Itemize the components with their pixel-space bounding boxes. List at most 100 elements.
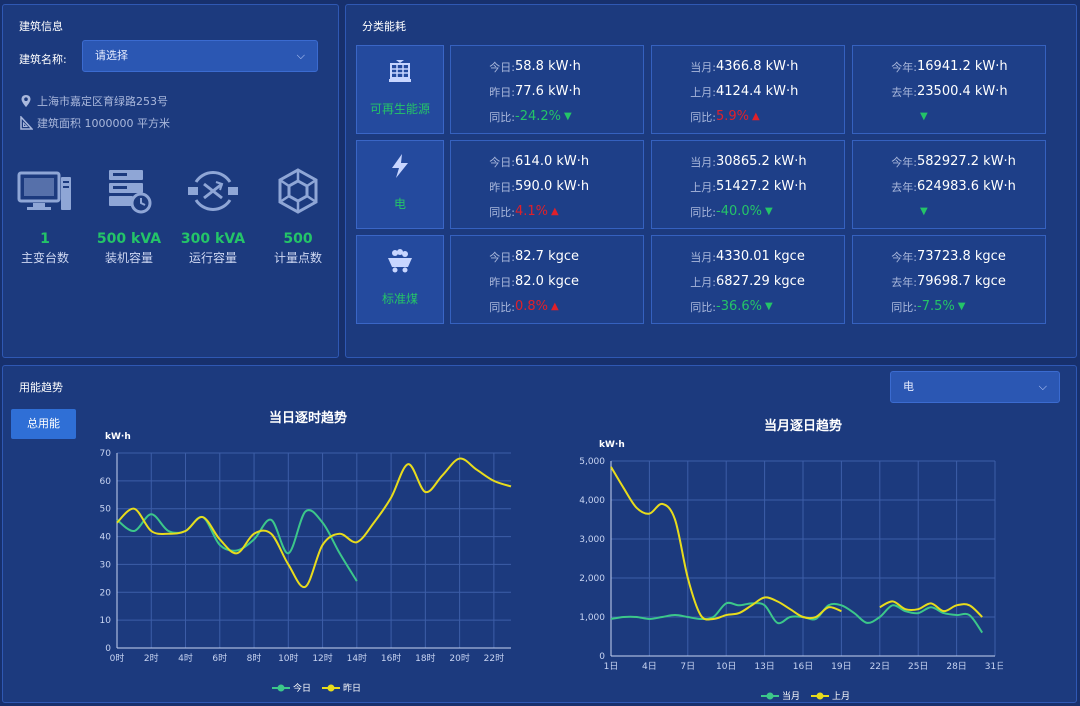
y-tick-label: 10	[100, 616, 112, 626]
legend-item[interactable]: 上月	[811, 691, 850, 702]
previous-label: 去年:	[891, 180, 917, 194]
daily-chart-title: 当月逐日趋势	[764, 419, 843, 434]
category-lightning[interactable]: 电	[356, 140, 444, 229]
hourly-chart-title: 当日逐时趋势	[269, 411, 348, 426]
arrow-up-icon: ▲	[551, 206, 559, 217]
yoy-label: 同比:	[690, 205, 716, 219]
y-tick-label: 2,000	[579, 574, 605, 584]
x-tick-label: 18时	[415, 652, 435, 664]
exchange-icon	[188, 171, 238, 211]
legend-label: 今日	[293, 682, 311, 694]
stat-value: 500	[283, 231, 313, 247]
current-value: 4330.01 kgce	[716, 249, 805, 264]
building-area: 建筑面积 1000000 平方米	[37, 117, 170, 130]
total-energy-button[interactable]: 总用能	[11, 409, 76, 439]
energy-type-select-value: 电	[903, 380, 914, 393]
x-tick-label: 1日	[604, 661, 619, 672]
stat-label: 主变台数	[20, 251, 69, 265]
previous-value: 624983.6 kW·h	[917, 179, 1016, 194]
y-tick-label: 20	[100, 588, 112, 598]
category-solar[interactable]: 可再生能源	[356, 45, 444, 134]
x-tick-label: 13日	[754, 661, 774, 672]
category-name: 标准煤	[381, 292, 418, 306]
x-tick-label: 4日	[642, 661, 657, 672]
stat-value: 1	[40, 231, 50, 247]
stat-transformers: 1 主变台数	[5, 165, 85, 266]
current-label: 今年:	[891, 155, 917, 169]
yoy-label: 同比:	[489, 205, 515, 219]
year-consumption-box: 今年: 582927.2 kW·h 去年: 624983.6 kW·h ▼	[852, 140, 1046, 229]
category-name: 电	[393, 197, 406, 211]
solar-icon	[389, 60, 411, 82]
arrow-down-icon: ▼	[920, 111, 928, 122]
legend-label: 上月	[832, 691, 850, 702]
ruler-icon	[20, 116, 33, 130]
current-label: 今日:	[489, 250, 515, 264]
yoy-value: 5.9%	[716, 109, 750, 124]
category-coal-cart[interactable]: 标准煤	[356, 235, 444, 324]
yoy-row: 同比: -36.6% ▼	[652, 294, 844, 319]
current-row: 今年: 582927.2 kW·h	[853, 149, 1045, 174]
stat-value: 300 kVA	[180, 231, 246, 247]
energy-type-select[interactable]: 电 ⌵	[890, 371, 1060, 403]
current-label: 今日:	[489, 60, 515, 74]
yoy-label: 同比:	[690, 300, 716, 314]
yoy-label: 同比:	[891, 300, 917, 314]
current-value: 4366.8 kW·h	[716, 59, 799, 74]
current-row: 今年: 73723.8 kgce	[853, 244, 1045, 269]
current-row: 今日: 614.0 kW·h	[451, 149, 643, 174]
series-line-current	[610, 601, 984, 634]
building-select[interactable]: 请选择 ⌵	[82, 40, 318, 72]
location-pin-icon	[21, 95, 31, 107]
energy-category-title: 分类能耗	[362, 20, 406, 33]
y-tick-label: 4,000	[579, 496, 605, 506]
x-tick-label: 22时	[484, 652, 504, 664]
current-row: 今日: 82.7 kgce	[451, 244, 643, 269]
legend-item[interactable]: 今日	[272, 682, 311, 694]
building-info-panel: 建筑信息 建筑名称: 请选择 ⌵ 上海市嘉定区育绿路253号 建筑面积 1000…	[2, 4, 339, 358]
energy-trend-title: 用能趋势	[19, 381, 63, 394]
previous-row: 上月: 4124.4 kW·h	[652, 79, 844, 104]
previous-value: 590.0 kW·h	[515, 179, 590, 194]
legend-item[interactable]: 当月	[761, 690, 800, 702]
hourly-trend-chart: kW·h 0 10 20 30 40 50 60 70 0时 2时 4时 6时 8时 10时 12时 14时 16…	[100, 432, 512, 694]
legend-item[interactable]: 昨日	[322, 682, 361, 694]
stat-value: 500 kVA	[96, 231, 162, 247]
yoy-label: 同比:	[489, 300, 515, 314]
yoy-row: ▼	[853, 199, 1045, 224]
yoy-value: -40.0%	[716, 204, 762, 219]
chevron-down-icon: ⌵	[296, 49, 305, 62]
yoy-row: 同比: 0.8% ▲	[451, 294, 643, 319]
arrow-up-icon: ▲	[752, 111, 760, 122]
stat-label: 运行容量	[188, 251, 237, 265]
previous-label: 上月:	[690, 275, 716, 289]
x-tick-label: 0时	[110, 652, 125, 664]
arrow-down-icon: ▼	[765, 206, 773, 217]
month-consumption-box: 当月: 4330.01 kgce 上月: 6827.29 kgce 同比: -36.6% ▼	[651, 235, 845, 324]
yoy-row: 同比: 5.9% ▲	[652, 104, 844, 129]
x-tick-label: 10时	[278, 652, 298, 664]
series-line-previous	[879, 600, 983, 618]
arrow-down-icon: ▼	[564, 111, 572, 122]
series-line-previous	[116, 457, 512, 589]
yoy-row: ▼	[853, 104, 1045, 129]
current-value: 614.0 kW·h	[515, 154, 590, 169]
legend-dot	[766, 692, 774, 700]
previous-label: 去年:	[891, 85, 917, 99]
previous-row: 昨日: 590.0 kW·h	[451, 174, 643, 199]
arrow-down-icon: ▼	[920, 206, 928, 217]
current-row: 今年: 16941.2 kW·h	[853, 54, 1045, 79]
y-tick-label: 1,000	[579, 613, 605, 623]
yoy-value: 0.8%	[515, 299, 549, 314]
stat-label: 计量点数	[273, 251, 322, 265]
yoy-value: -7.5%	[917, 299, 955, 314]
current-row: 当月: 4366.8 kW·h	[652, 54, 844, 79]
legend-label: 当月	[782, 690, 800, 702]
current-row: 今日: 58.8 kW·h	[451, 54, 643, 79]
previous-row: 昨日: 82.0 kgce	[451, 269, 643, 294]
current-value: 30865.2 kW·h	[716, 154, 807, 169]
yoy-label: 同比:	[489, 110, 515, 124]
day-consumption-box: 今日: 614.0 kW·h 昨日: 590.0 kW·h 同比: 4.1% ▲	[450, 140, 644, 229]
arrow-down-icon: ▼	[765, 301, 773, 312]
building-address-row: 上海市嘉定区育绿路253号	[19, 93, 168, 109]
